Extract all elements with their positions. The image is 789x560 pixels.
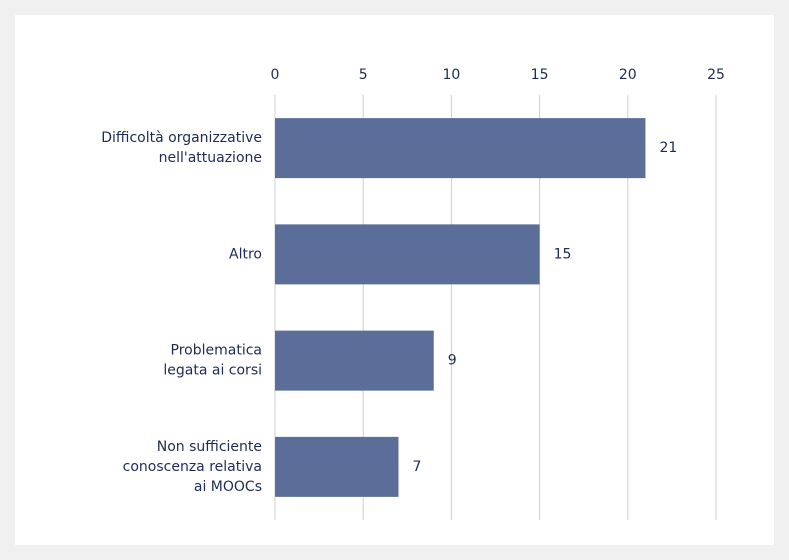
bar xyxy=(275,224,540,285)
value-label: 15 xyxy=(554,246,572,262)
bar xyxy=(275,330,434,391)
y-tick-label: conoscenza relativa xyxy=(123,459,262,475)
x-tick-label: 15 xyxy=(531,67,549,83)
x-tick-label: 25 xyxy=(707,67,725,83)
value-label: 7 xyxy=(412,459,421,475)
x-tick-label: 5 xyxy=(359,67,368,83)
x-tick-label: 20 xyxy=(619,67,637,83)
x-tick-label: 0 xyxy=(271,67,280,83)
y-tick-label: Non sufficiente xyxy=(157,439,262,455)
y-tick-label: Problematica xyxy=(171,343,262,359)
value-label: 9 xyxy=(448,353,457,369)
y-tick-label: legata ai corsi xyxy=(163,363,262,379)
y-tick-label: Difficoltà organizzative xyxy=(101,130,262,146)
y-tick-label: ai MOOCs xyxy=(194,479,262,495)
bar xyxy=(275,436,399,497)
y-tick-label: Altro xyxy=(229,246,262,262)
x-tick-label: 10 xyxy=(442,67,460,83)
y-tick-label: nell'attuazione xyxy=(159,150,262,166)
bar xyxy=(275,118,646,179)
value-label: 21 xyxy=(659,140,677,156)
